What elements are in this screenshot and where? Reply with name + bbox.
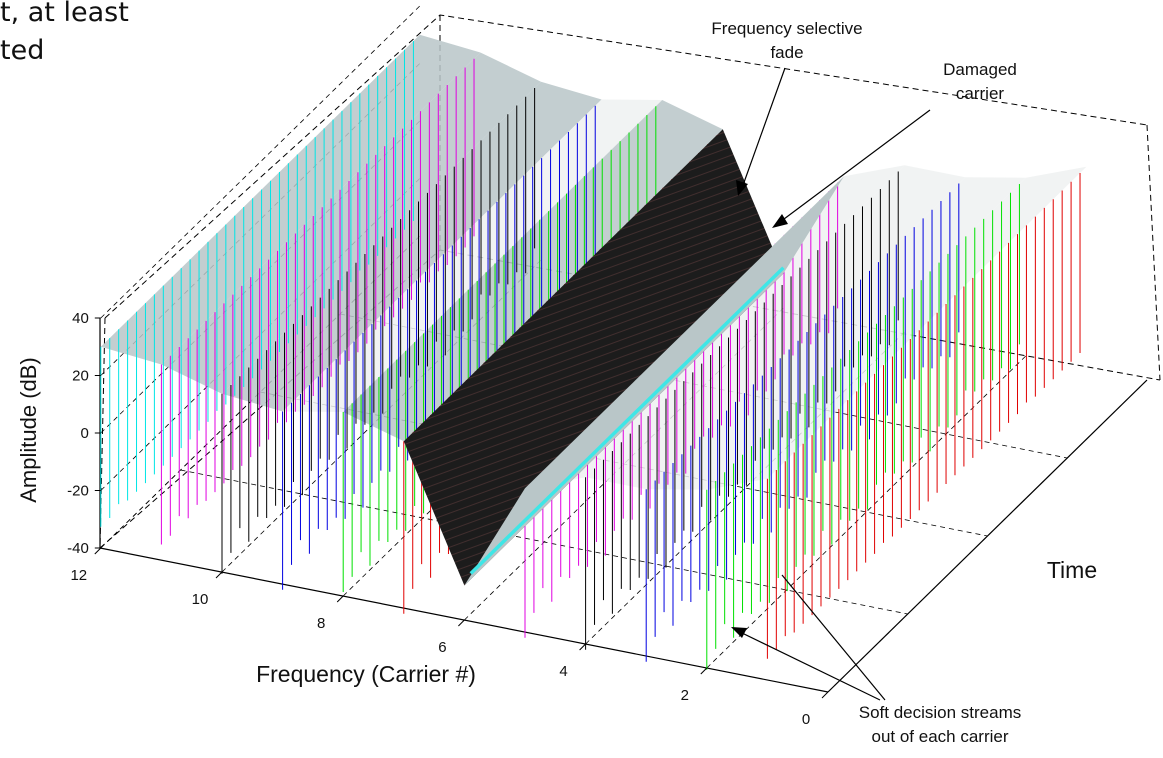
soft-arrow-1 xyxy=(739,631,881,701)
frequency-tick-mark-10 xyxy=(215,571,223,579)
stem-group-carrier-4 xyxy=(585,171,899,650)
annotation-damaged: Damaged carrier xyxy=(772,60,1017,228)
fade-trough-right xyxy=(464,176,844,586)
frequency-selective-fade xyxy=(403,129,844,586)
frequency-tick-4: 4 xyxy=(559,663,567,680)
damaged-arrow xyxy=(779,109,931,223)
amplitude-tick--40: -40 xyxy=(67,540,89,557)
frequency-tick-mark-4 xyxy=(579,643,586,651)
caption-line-2: ted xyxy=(0,35,45,66)
frequency-tick-labels: 0 2 4 6 8 10 12 xyxy=(70,547,829,728)
stem-group-carrier-3 xyxy=(645,183,960,662)
stem-group-carrier-9 xyxy=(282,105,596,590)
grid-line-level-40 xyxy=(100,5,421,319)
annotation-soft-decision: Soft decision streams out of each carrie… xyxy=(731,574,1022,746)
frequency-tick-2: 2 xyxy=(681,687,689,704)
stem-group-carrier-11 xyxy=(160,58,475,545)
fade-arrowhead xyxy=(736,180,748,196)
amplitude-tick-40: 40 xyxy=(72,310,89,327)
frequency-tick-mark-2 xyxy=(700,667,708,675)
frequency-tick-6: 6 xyxy=(438,639,446,656)
caption-line-1: t, at least xyxy=(0,0,129,28)
frequency-tick-10: 10 xyxy=(192,591,209,608)
grid-line-time-0 xyxy=(180,469,908,615)
stem-group-carrier-2 xyxy=(706,183,1020,670)
amplitude-tick-0: 0 xyxy=(80,425,88,442)
fade-arrow xyxy=(741,67,786,189)
fade-label-line-2: fade xyxy=(770,43,803,62)
stem-group-carrier-10 xyxy=(221,87,536,574)
stem-group-carrier-12 xyxy=(100,40,414,527)
soft-arrowhead-1 xyxy=(731,627,747,638)
fade-label-line-1: Frequency selective xyxy=(711,19,862,38)
right-back-edge xyxy=(1146,124,1161,381)
time-axis-label: Time xyxy=(1047,557,1097,583)
annotation-fade: Frequency selective fade xyxy=(711,19,863,196)
fade-trough-left xyxy=(403,129,784,586)
frequency-tick-mark-6 xyxy=(458,619,465,627)
frequency-tick-mark-8 xyxy=(336,595,344,603)
soft-label-line-2: out of each carrier xyxy=(871,727,1008,746)
slide-caption-fragment: t, at least ted xyxy=(0,0,129,70)
soft-arrow-2 xyxy=(781,574,886,701)
amplitude-tick-labels: 40 20 0 -20 -40 xyxy=(67,310,101,557)
damaged-label-line-1: Damaged xyxy=(943,60,1017,79)
damaged-arrowhead xyxy=(772,214,788,228)
soft-label-line-1: Soft decision streams xyxy=(859,703,1022,722)
damaged-label-line-2: carrier xyxy=(956,84,1005,103)
frequency-tick-mark-0 xyxy=(821,691,829,699)
amplitude-axis-label: Amplitude (dB) xyxy=(16,357,41,503)
amplitude-tick--20: -20 xyxy=(67,483,89,500)
amplitude-tick-20: 20 xyxy=(72,368,89,385)
frequency-tick-8: 8 xyxy=(317,615,325,632)
frequency-tick-mark-12 xyxy=(94,547,102,555)
damaged-carrier-trace xyxy=(469,266,785,575)
frequency-tick-0: 0 xyxy=(802,711,810,728)
frequency-axis-label: Frequency (Carrier #) xyxy=(256,661,476,687)
surface-strip-12-11 xyxy=(100,34,481,365)
time-axis-line xyxy=(827,379,1148,693)
frequency-tick-12: 12 xyxy=(70,567,87,584)
stem-group-carrier-1 xyxy=(766,172,1081,659)
